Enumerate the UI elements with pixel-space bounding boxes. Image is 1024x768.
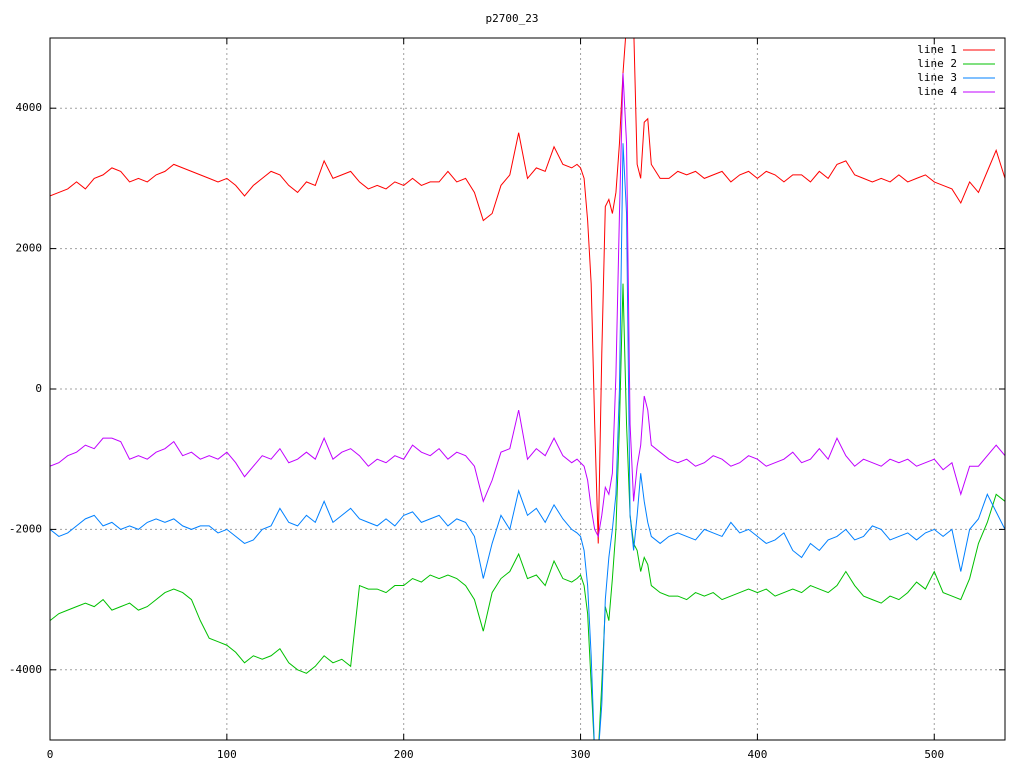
x-tick-label: 400 xyxy=(747,748,767,761)
series-line xyxy=(50,38,1005,544)
chart-title: p2700_23 xyxy=(486,12,539,25)
y-tick-label: 2000 xyxy=(16,242,43,255)
series-line xyxy=(50,143,1005,740)
x-tick-label: 300 xyxy=(571,748,591,761)
series-line xyxy=(50,73,1005,539)
plot-lines xyxy=(50,38,1005,740)
y-tick-label: 4000 xyxy=(16,101,43,114)
axes: -4000 -2000 0 2000 4000 0 100 200 300 400 500 xyxy=(9,38,1005,761)
legend-label: line 3 xyxy=(917,71,957,84)
x-tick-label: 100 xyxy=(217,748,237,761)
y-tick-label: -4000 xyxy=(9,663,42,676)
legend-label: line 4 xyxy=(917,85,957,98)
x-tick-label: 200 xyxy=(394,748,414,761)
series-line xyxy=(50,283,1005,740)
y-tick-label: 0 xyxy=(35,382,42,395)
x-tick-label: 500 xyxy=(924,748,944,761)
legend-label: line 1 xyxy=(917,43,957,56)
x-tick-label: 0 xyxy=(47,748,54,761)
legend-label: line 2 xyxy=(917,57,957,70)
y-tick-label: -2000 xyxy=(9,522,42,535)
